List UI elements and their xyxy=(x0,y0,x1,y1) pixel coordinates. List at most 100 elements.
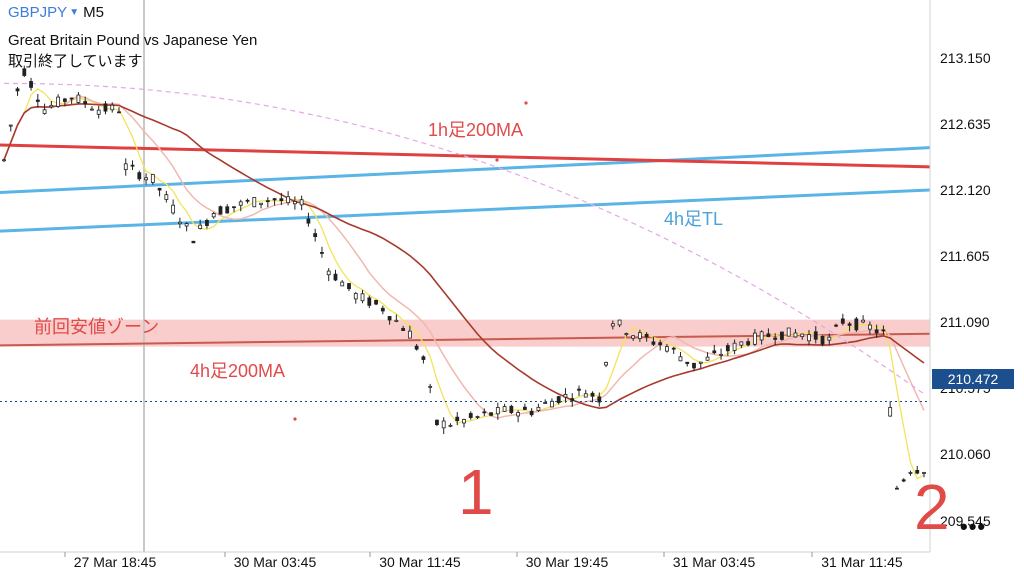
candle-body xyxy=(49,104,54,108)
candle-body xyxy=(820,335,825,345)
candle-body xyxy=(590,392,595,397)
price-tick-label: 213.150 xyxy=(940,49,991,66)
candle-body xyxy=(854,318,859,331)
more-options-icon[interactable]: ••• xyxy=(960,514,987,539)
candle-body xyxy=(374,299,378,305)
candle-body xyxy=(563,393,568,398)
candle-body xyxy=(550,400,554,408)
candle-body xyxy=(489,412,493,416)
candle-body xyxy=(556,396,561,403)
symbol-name[interactable]: GBPJPY xyxy=(8,4,68,21)
candle-body xyxy=(56,96,61,107)
candle-body xyxy=(725,345,730,352)
candle-body xyxy=(225,206,230,214)
candle-body xyxy=(583,393,588,398)
candle-body xyxy=(888,407,893,417)
candle-body xyxy=(76,94,81,103)
candle-body xyxy=(286,196,291,204)
timeframe-label[interactable]: M5 xyxy=(83,4,104,21)
candle-body xyxy=(265,200,270,203)
candle-body xyxy=(8,124,13,127)
ma-medium-pink xyxy=(3,95,925,419)
candle-body xyxy=(617,319,622,326)
price-tick-label: 212.120 xyxy=(940,181,991,198)
candles xyxy=(2,65,926,490)
candle-body xyxy=(692,362,696,369)
annotation-1h-200ma: 1h足200MA xyxy=(428,120,524,140)
candle-body xyxy=(867,324,872,330)
candle-body xyxy=(651,341,656,345)
candle-body xyxy=(658,342,663,346)
candle-body xyxy=(441,420,446,429)
candle-body xyxy=(522,406,527,410)
candle-body xyxy=(171,204,176,214)
candle-body xyxy=(462,419,466,424)
candle-body xyxy=(333,273,338,281)
annotation-4h-200ma: 4h足200MA xyxy=(190,361,286,381)
candle-body xyxy=(29,81,33,88)
candle-body xyxy=(509,405,514,413)
candle-body xyxy=(401,328,406,331)
candle-body xyxy=(793,332,798,338)
dropdown-caret-icon[interactable]: ▼ xyxy=(69,7,80,18)
candle-body xyxy=(35,99,40,102)
candle-body xyxy=(347,283,351,290)
candle-body xyxy=(874,329,879,334)
candle-body xyxy=(252,197,257,208)
candle-body xyxy=(800,333,805,338)
candle-body xyxy=(597,396,602,403)
candle-body xyxy=(191,240,196,244)
ma-daily-dashed xyxy=(3,82,925,395)
current-price-tag: 210.472 xyxy=(932,369,1014,389)
candle-body xyxy=(678,356,683,362)
candle-body xyxy=(712,350,717,354)
candle-body xyxy=(387,316,392,321)
candle-body xyxy=(529,410,534,416)
candle-body xyxy=(502,406,507,412)
trendline-4h xyxy=(0,188,931,233)
candle-body xyxy=(326,270,331,276)
time-tick-label: 27 Mar 18:45 xyxy=(73,554,157,570)
candle-body xyxy=(840,318,845,324)
candle-body xyxy=(421,356,426,360)
candle-body xyxy=(813,331,818,340)
market-status: 取引終了しています xyxy=(8,53,143,70)
price-tick-label: 209.545 xyxy=(940,512,991,529)
candle-body xyxy=(827,336,832,341)
candle-body xyxy=(861,319,866,323)
time-tick-label: 31 Mar 03:45 xyxy=(672,554,756,570)
candle-body xyxy=(671,347,676,350)
candle-body xyxy=(746,341,751,346)
candle-body xyxy=(577,388,581,391)
price-tick-label: 212.635 xyxy=(940,115,991,132)
candle-body xyxy=(604,361,608,366)
candle-body xyxy=(719,353,723,356)
candle-body xyxy=(90,108,94,111)
candle-body xyxy=(353,293,358,300)
marker-dot xyxy=(495,158,499,162)
candle-body xyxy=(455,416,460,422)
candle-body xyxy=(218,206,223,215)
candle-body xyxy=(698,361,703,364)
candle-body xyxy=(360,293,365,302)
candle-body xyxy=(205,220,209,226)
candle-body xyxy=(69,97,74,100)
candle-body xyxy=(2,159,6,162)
candle-body xyxy=(292,201,297,205)
candle-body xyxy=(428,385,433,388)
candle-body xyxy=(110,104,115,111)
candle-body xyxy=(786,327,791,337)
marker-dot xyxy=(293,417,297,421)
candle-body xyxy=(773,337,778,340)
candle-body xyxy=(313,233,318,238)
symbol-selector[interactable]: GBPJPY ▼ M5 xyxy=(8,4,104,21)
candle-body xyxy=(394,319,399,322)
candle-body xyxy=(739,341,744,346)
candle-body xyxy=(536,406,541,411)
candle-body xyxy=(570,398,575,401)
candle-body xyxy=(177,221,182,225)
candle-body xyxy=(96,109,101,115)
price-tick-label: 210.060 xyxy=(940,446,991,463)
candle-body xyxy=(184,223,189,227)
